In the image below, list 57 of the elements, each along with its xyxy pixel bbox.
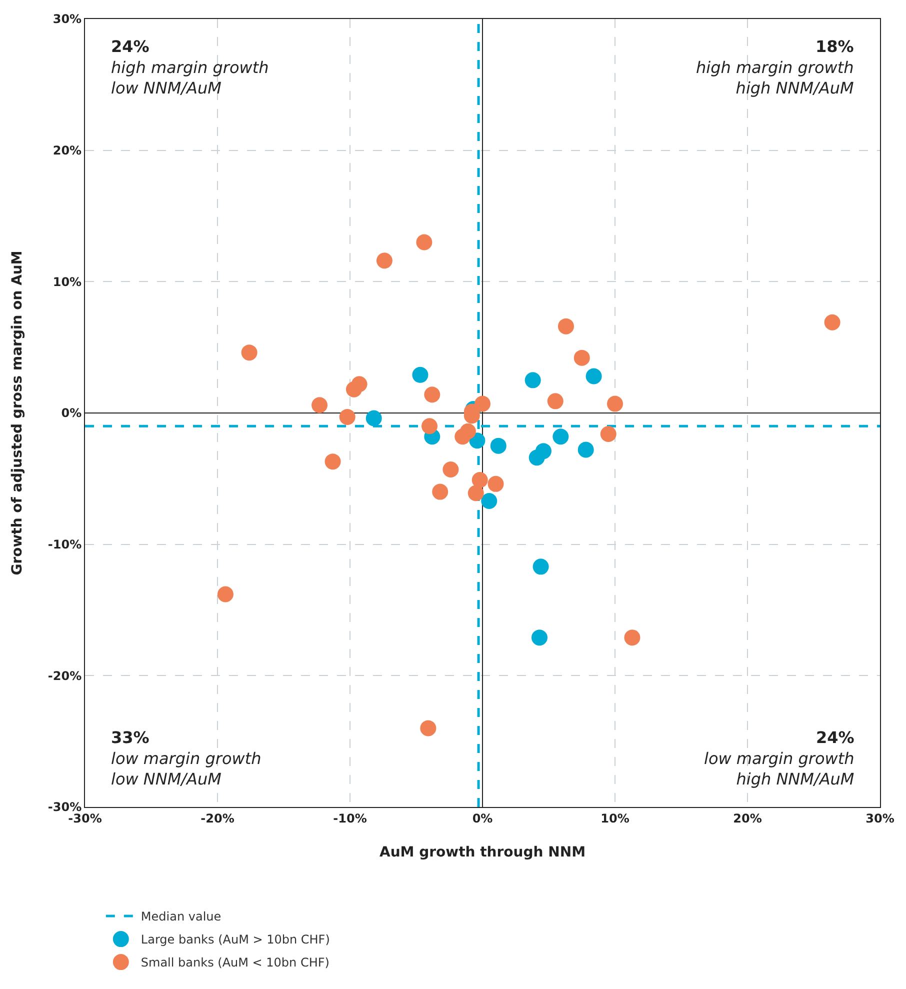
point: [607, 396, 623, 412]
point: [312, 397, 328, 414]
point: [416, 234, 432, 250]
y-tick-label: -20%: [48, 668, 82, 683]
y-tick-label: -10%: [48, 538, 82, 552]
x-tick-label: 10%: [600, 811, 630, 826]
point: [472, 472, 488, 488]
point: [412, 366, 428, 383]
legend-label: Large banks (AuM > 10bn CHF): [140, 932, 330, 947]
x-axis-title: AuM growth through NNM: [380, 844, 586, 861]
point: [578, 442, 594, 458]
point: [422, 418, 438, 434]
x-tick-label: 20%: [733, 811, 762, 826]
point: [474, 396, 490, 412]
point: [460, 423, 476, 440]
point: [351, 376, 368, 392]
annotation: 18% high margin growth high NNM/AuM: [696, 37, 854, 98]
point: [586, 368, 602, 384]
point: [339, 408, 356, 425]
point: [547, 393, 564, 410]
y-axis-title: Growth of adjusted gross margin on AuM: [9, 250, 26, 576]
point: [532, 558, 549, 575]
y-tick-label: 0%: [61, 406, 82, 420]
point: [552, 428, 569, 445]
x-tick-label: 30%: [866, 811, 894, 826]
point: [490, 438, 506, 454]
y-tick-label: 10%: [52, 274, 82, 289]
annotation: 24% high margin growth low NNM/AuM: [111, 37, 269, 98]
legend-label: Small banks (AuM < 10bn CHF): [140, 956, 330, 970]
point: [468, 485, 484, 502]
point: [442, 461, 459, 478]
y-tick-label: 30%: [52, 12, 82, 26]
y-tick-label: 20%: [52, 144, 82, 158]
point: [600, 426, 616, 442]
point: [524, 372, 541, 388]
point: [424, 386, 440, 403]
annotation: 24% low margin growth high NNM/AuM: [704, 728, 854, 789]
x-tick-label: -20%: [200, 811, 234, 826]
point: [624, 630, 640, 646]
x-tick-label: -10%: [333, 811, 367, 826]
point: [481, 492, 498, 509]
point: [824, 314, 840, 330]
point: [488, 476, 504, 492]
point: [241, 344, 258, 361]
point: [558, 318, 574, 334]
point: [531, 630, 548, 646]
x-tick-label: 0%: [472, 811, 493, 826]
legend-label: Median value: [140, 910, 222, 924]
point: [376, 252, 392, 269]
point: [366, 410, 382, 426]
point: [535, 443, 552, 460]
point: [432, 484, 448, 500]
point: [574, 350, 590, 366]
point: [324, 454, 341, 470]
annotation: 33% low margin growth low NNM/AuM: [111, 728, 262, 789]
point: [217, 586, 234, 602]
point: [420, 720, 436, 736]
